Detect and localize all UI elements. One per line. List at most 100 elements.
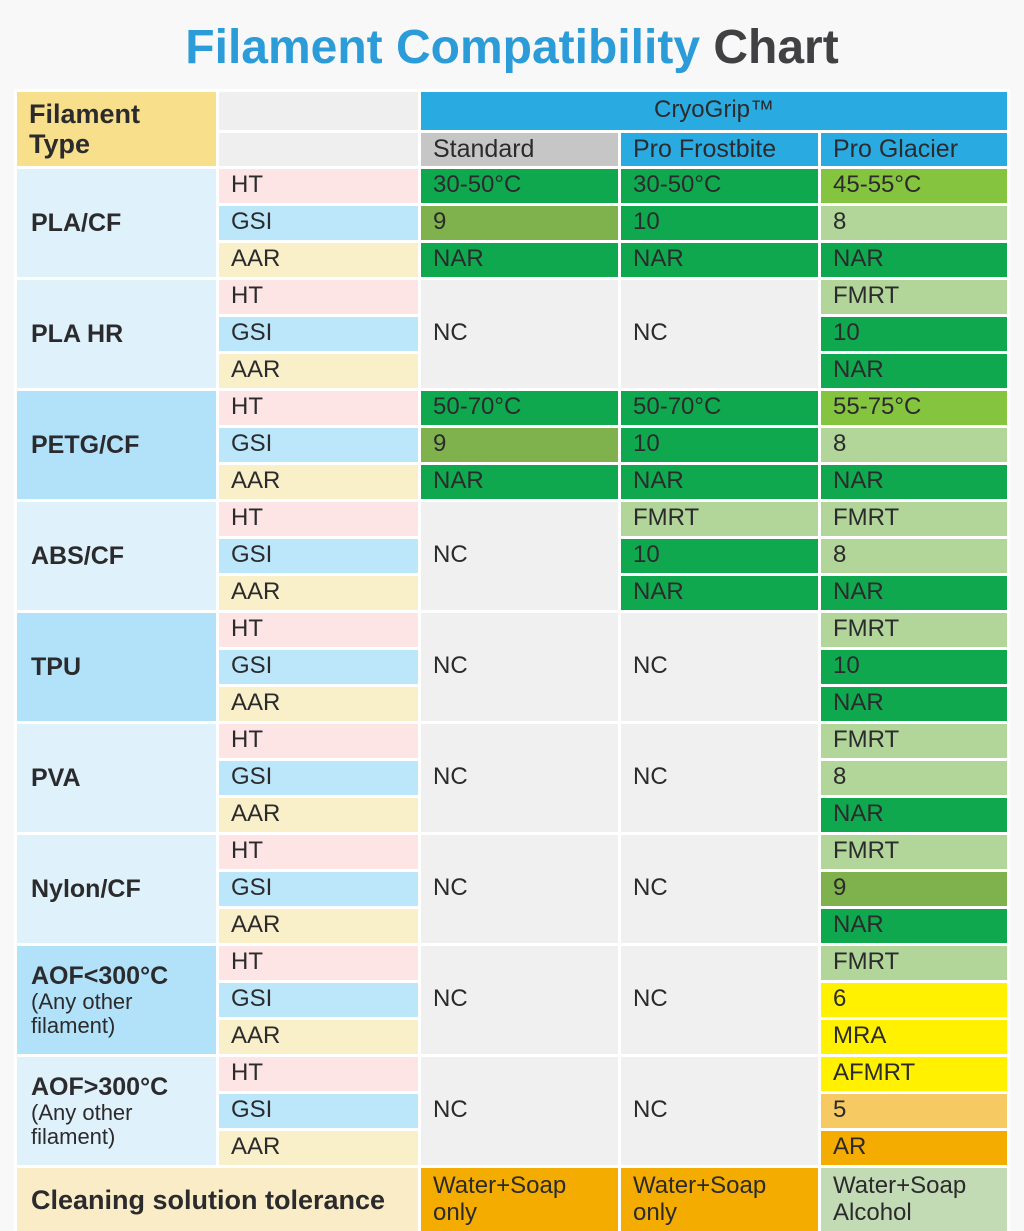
brand-header: CryoGrip™: [421, 91, 1007, 130]
filament-name: PLA HR: [31, 319, 124, 348]
table-row: Nylon/CF HT NC NC FMRT: [17, 834, 1007, 943]
value-cell: NAR: [821, 353, 1007, 388]
nc-cell: NC: [621, 834, 818, 943]
value-cell: 9: [421, 205, 618, 240]
metric-label-gsi: GSI: [219, 760, 418, 795]
value-cell: 10: [621, 205, 818, 240]
metric-label-ht: HT: [219, 834, 418, 869]
metric-label-aar: AAR: [219, 797, 418, 832]
metric-label-ht: HT: [219, 723, 418, 758]
filament-note: (Any other filament): [31, 989, 133, 1038]
value-cell: 10: [621, 538, 818, 573]
table-row: GSI 10: [17, 316, 1007, 351]
table-row: AOF<300°C (Any other filament) HT NC NC …: [17, 945, 1007, 1054]
table-row: GSI 10: [17, 649, 1007, 684]
nc-cell: NC: [421, 723, 618, 832]
table-row: GSI 9 10 8: [17, 205, 1007, 240]
cleaning-label: Cleaning solution tolerance: [17, 1167, 418, 1231]
nc-cell: NC: [421, 279, 618, 388]
value-cell: FMRT: [821, 612, 1007, 647]
value-cell: 10: [821, 316, 1007, 351]
nc-cell: NC: [621, 723, 818, 832]
corner-filament-type: Filament Type: [17, 91, 216, 166]
value-cell: NAR: [621, 464, 818, 499]
table-row: AOF>300°C (Any other filament) HT NC NC …: [17, 1056, 1007, 1165]
metric-label-gsi: GSI: [219, 982, 418, 1017]
filament-name: PVA: [31, 763, 81, 792]
nc-cell: NC: [421, 501, 618, 610]
filament-note: (Any other filament): [31, 1100, 133, 1149]
nc-cell: NC: [421, 1056, 618, 1165]
value-cell: AR: [821, 1130, 1007, 1165]
value-cell: 10: [821, 649, 1007, 684]
cleaning-row: Cleaning solution tolerance Water+Soap o…: [17, 1167, 1007, 1231]
value-cell: FMRT: [621, 501, 818, 536]
value-cell: 30-50°C: [621, 168, 818, 203]
nc-cell: NC: [421, 945, 618, 1054]
metric-label-ht: HT: [219, 945, 418, 980]
filament-cell-aof-lt-300: AOF<300°C (Any other filament): [17, 945, 216, 1054]
table-row: GSI 9: [17, 871, 1007, 906]
header-empty-cell: [219, 132, 418, 166]
table-row: TPU HT NC NC FMRT: [17, 612, 1007, 721]
value-cell: FMRT: [821, 945, 1007, 980]
filament-name: ABS/CF: [31, 541, 125, 570]
metric-label-gsi: GSI: [219, 538, 418, 573]
value-cell: 9: [421, 427, 618, 462]
table-row: PLA HR HT NC NC FMRT: [17, 279, 1007, 388]
table-row: AAR NAR NAR NAR: [17, 464, 1007, 499]
metric-label-aar: AAR: [219, 464, 418, 499]
metric-label-gsi: GSI: [219, 427, 418, 462]
value-cell: NAR: [621, 242, 818, 277]
page-title-highlight: Filament Compatibility: [185, 21, 701, 74]
value-cell: AFMRT: [821, 1056, 1007, 1091]
metric-label-aar: AAR: [219, 353, 418, 388]
metric-label-ht: HT: [219, 612, 418, 647]
table-row: AAR MRA: [17, 1019, 1007, 1054]
value-cell: 45-55°C: [821, 168, 1007, 203]
value-cell: FMRT: [821, 834, 1007, 869]
value-cell: NAR: [821, 242, 1007, 277]
filament-cell-petg-cf: PETG/CF: [17, 390, 216, 499]
filament-cell-pla-hr: PLA HR: [17, 279, 216, 388]
compatibility-table: Filament Type CryoGrip™ Standard Pro Fro…: [14, 88, 1010, 1231]
metric-label-aar: AAR: [219, 242, 418, 277]
value-cell: 10: [621, 427, 818, 462]
table-row: AAR NAR: [17, 908, 1007, 943]
page-title: Filament Compatibility Chart: [0, 0, 1024, 75]
page-title-rest: Chart: [713, 21, 839, 74]
metric-label-aar: AAR: [219, 1019, 418, 1054]
table-row: PETG/CF HT 50-70°C 50-70°C 55-75°C: [17, 390, 1007, 499]
header-row-brand: Filament Type CryoGrip™: [17, 91, 1007, 166]
cleaning-value-pro-frostbite: Water+Soap only: [621, 1167, 818, 1231]
table-row: GSI 5: [17, 1093, 1007, 1128]
metric-label-gsi: GSI: [219, 649, 418, 684]
filament-name: AOF<300°C: [31, 962, 169, 991]
value-cell: NAR: [821, 797, 1007, 832]
metric-label-gsi: GSI: [219, 316, 418, 351]
table-row: PLA/CF HT 30-50°C 30-50°C 45-55°C: [17, 168, 1007, 277]
plate-header-standard: Standard: [421, 132, 618, 166]
metric-label-ht: HT: [219, 1056, 418, 1091]
value-cell: FMRT: [821, 501, 1007, 536]
nc-cell: NC: [621, 279, 818, 388]
metric-label-ht: HT: [219, 501, 418, 536]
value-cell: 55-75°C: [821, 390, 1007, 425]
filament-cell-abs-cf: ABS/CF: [17, 501, 216, 610]
value-cell: NAR: [821, 575, 1007, 610]
filament-name: TPU: [31, 652, 81, 681]
nc-cell: NC: [621, 1056, 818, 1165]
filament-cell-nylon-cf: Nylon/CF: [17, 834, 216, 943]
nc-cell: NC: [621, 945, 818, 1054]
value-cell: 50-70°C: [621, 390, 818, 425]
metric-label-ht: HT: [219, 168, 418, 203]
value-cell: NAR: [821, 686, 1007, 721]
value-cell: 5: [821, 1093, 1007, 1128]
header-row-plates: Standard Pro Frostbite Pro Glacier: [17, 132, 1007, 166]
value-cell: NAR: [621, 575, 818, 610]
table-row: AAR AR: [17, 1130, 1007, 1165]
nc-cell: NC: [421, 612, 618, 721]
value-cell: 8: [821, 205, 1007, 240]
table-row: GSI 10 8: [17, 538, 1007, 573]
metric-label-ht: HT: [219, 279, 418, 314]
